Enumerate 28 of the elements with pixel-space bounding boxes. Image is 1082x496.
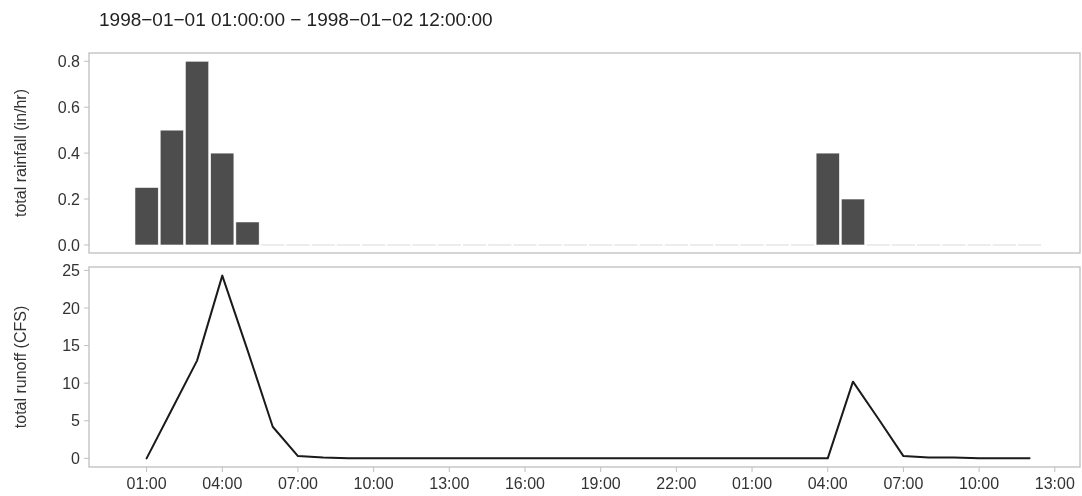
y-tick-label: 20 xyxy=(62,299,81,317)
y-tick-label: 0.4 xyxy=(57,144,81,162)
x-tick-label: 04:00 xyxy=(807,475,848,492)
x-tick-label: 16:00 xyxy=(504,475,546,492)
y-axis-title: total rainfall (in/hr) xyxy=(12,88,29,218)
x-tick-label: 22:00 xyxy=(656,475,697,492)
y-tick-label: 0.8 xyxy=(57,52,81,70)
y-tick-label: 0 xyxy=(71,449,81,467)
y-tick-label: 0.0 xyxy=(57,236,81,254)
x-tick-label: 04:00 xyxy=(202,475,243,492)
y-tick-label: 0.6 xyxy=(57,98,81,116)
line-series xyxy=(145,274,1031,460)
y-axis-title: total runoff (CFS) xyxy=(12,305,29,429)
y-tick-label: 25 xyxy=(62,261,81,279)
x-tick-label: 10:00 xyxy=(959,475,1000,492)
x-tick-label: 01:00 xyxy=(732,475,773,492)
x-tick-label: 13:00 xyxy=(429,475,470,492)
x-tick-label: 19:00 xyxy=(580,475,621,492)
x-tick-label: 01:00 xyxy=(126,475,167,492)
y-tick-label: 15 xyxy=(62,337,81,355)
x-tick-label: 13:00 xyxy=(1034,475,1075,492)
y-tick-label: 0.2 xyxy=(57,190,81,208)
y-tick-label: 5 xyxy=(71,412,81,430)
y-tick-label: 10 xyxy=(62,374,81,392)
x-tick-label: 07:00 xyxy=(277,475,319,492)
chart-title: 1998−01−01 01:00:00 − 1998−01−02 12:00:00 xyxy=(99,9,493,30)
x-tick-label: 07:00 xyxy=(883,475,924,492)
x-tick-label: 10:00 xyxy=(353,475,394,492)
